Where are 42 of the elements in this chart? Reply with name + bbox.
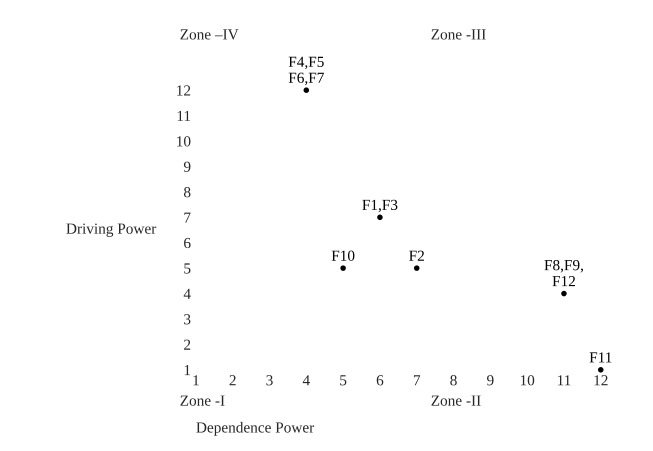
x-tick-label: 12: [594, 375, 608, 386]
text: Zone -II: [431, 396, 481, 406]
y-tick-label: 6: [184, 238, 191, 248]
data-label: F2: [409, 250, 424, 261]
point: [561, 290, 567, 296]
y-tick-label: 5: [184, 263, 190, 274]
y-axis-title: Driving Power: [66, 224, 156, 237]
x-tick-label: 6: [376, 375, 384, 386]
y-tick-label: 4: [184, 288, 191, 299]
point: [598, 367, 604, 373]
x-tick-label: 7: [414, 375, 420, 386]
x-tick-label: 8: [450, 375, 457, 386]
y-tick-label: 8: [184, 187, 190, 198]
point: [377, 214, 383, 220]
x-tick-label: 9: [487, 375, 494, 386]
x-tick-label: 2: [230, 375, 236, 386]
y-tick-label: 7: [184, 212, 191, 223]
y-tick-label: 11: [178, 110, 190, 121]
x-tick-label: 11: [558, 375, 570, 386]
data-label: F8,F9, F12: [544, 260, 583, 286]
x-tick-label: 4: [302, 375, 310, 386]
y-tick-label: 9: [184, 162, 190, 172]
x-tick-label: 1: [193, 375, 199, 386]
y-tick-label: 10: [177, 136, 190, 146]
y-tick-label: 2: [184, 340, 190, 350]
x-tick-label: 3: [266, 375, 273, 386]
text: Zone –IV: [180, 29, 239, 40]
data-label: F1,F3: [362, 200, 398, 212]
y-tick-label: 3: [184, 314, 190, 324]
point: [340, 265, 346, 271]
data-label: F11: [590, 352, 612, 362]
text: Zone -III: [431, 29, 486, 40]
x-tick-label: 10: [520, 375, 534, 386]
y-tick-label: 1: [184, 365, 190, 376]
x-tick-label: 5: [340, 375, 346, 386]
point: [414, 265, 420, 271]
data-label: F4,F5 F6,F7: [288, 56, 324, 86]
data-label: F10: [332, 250, 354, 261]
x-axis-title: Dependence Power: [196, 422, 314, 436]
point: [304, 87, 310, 93]
y-tick-label: 12: [177, 85, 190, 96]
text: Zone -I: [180, 396, 225, 406]
